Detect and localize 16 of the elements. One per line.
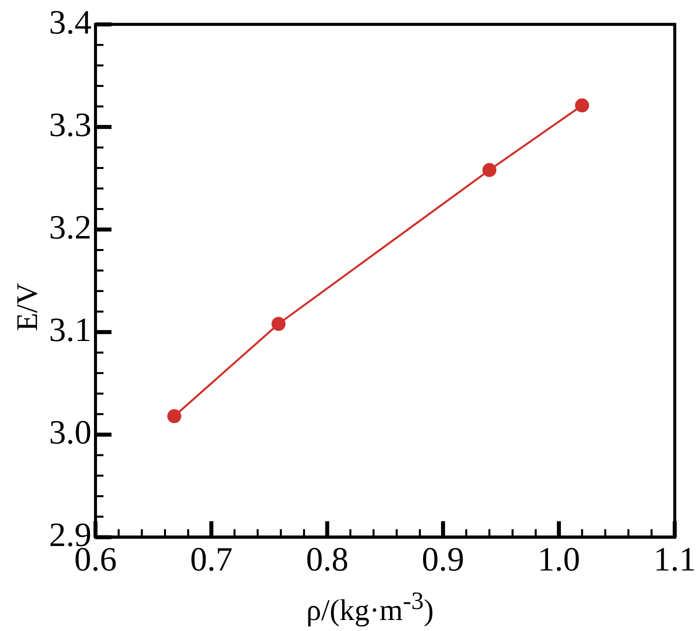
point [575,98,590,112]
x-tick-label: 1.0 [538,542,580,579]
y-tick-label: 3.4 [49,4,92,42]
y-tick-label: 3.0 [49,414,92,452]
x-tick-label: 0.7 [190,542,233,579]
x-tick-label: 0.8 [306,542,348,579]
x-tick-label: 1.1 [654,542,696,579]
x-tick-label: 0.9 [422,542,464,579]
point [272,316,286,331]
y-axis-title: E/V [11,282,45,334]
y-tick-label: 3.3 [49,106,92,144]
point [482,163,496,178]
y-tick-label: 3.2 [49,209,92,246]
x-axis-title: ρ/(kg·m$^{-3}$) [305,588,435,628]
point [167,409,182,424]
y-tick-label: 3.1 [49,312,92,349]
